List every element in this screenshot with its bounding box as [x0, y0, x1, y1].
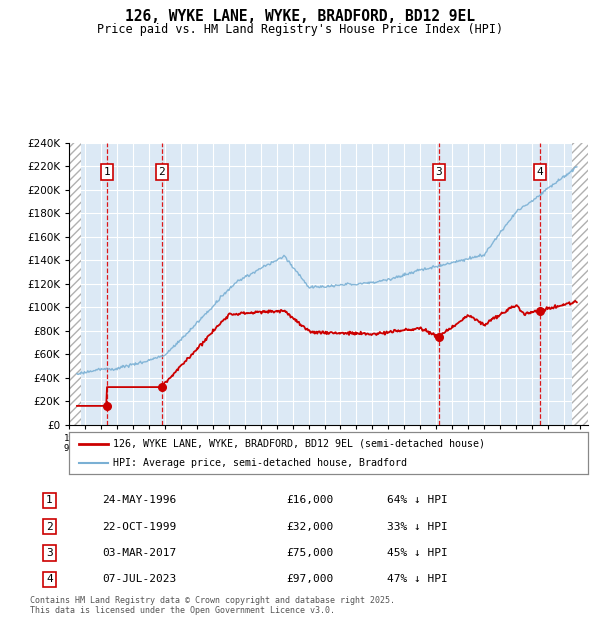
Text: 24-MAY-1996: 24-MAY-1996 — [103, 495, 177, 505]
Text: 3: 3 — [46, 548, 53, 558]
Text: Price paid vs. HM Land Registry's House Price Index (HPI): Price paid vs. HM Land Registry's House … — [97, 23, 503, 36]
Text: This data is licensed under the Open Government Licence v3.0.: This data is licensed under the Open Gov… — [30, 606, 335, 616]
Bar — [572, 143, 588, 425]
Text: 22-OCT-1999: 22-OCT-1999 — [103, 521, 177, 532]
Text: 45% ↓ HPI: 45% ↓ HPI — [387, 548, 448, 558]
Text: HPI: Average price, semi-detached house, Bradford: HPI: Average price, semi-detached house,… — [113, 458, 407, 468]
Text: Contains HM Land Registry data © Crown copyright and database right 2025.: Contains HM Land Registry data © Crown c… — [30, 596, 395, 606]
Text: 2: 2 — [158, 167, 165, 177]
Text: £32,000: £32,000 — [287, 521, 334, 532]
Text: 47% ↓ HPI: 47% ↓ HPI — [387, 575, 448, 585]
Text: 33% ↓ HPI: 33% ↓ HPI — [387, 521, 448, 532]
Text: 1: 1 — [46, 495, 53, 505]
Text: 64% ↓ HPI: 64% ↓ HPI — [387, 495, 448, 505]
Text: 2: 2 — [46, 521, 53, 532]
Text: 4: 4 — [537, 167, 544, 177]
Text: 4: 4 — [46, 575, 53, 585]
Text: £16,000: £16,000 — [287, 495, 334, 505]
Text: 3: 3 — [436, 167, 442, 177]
Bar — [69, 143, 81, 425]
Text: 126, WYKE LANE, WYKE, BRADFORD, BD12 9EL: 126, WYKE LANE, WYKE, BRADFORD, BD12 9EL — [125, 9, 475, 24]
Text: 07-JUL-2023: 07-JUL-2023 — [103, 575, 177, 585]
Text: £97,000: £97,000 — [287, 575, 334, 585]
Text: 03-MAR-2017: 03-MAR-2017 — [103, 548, 177, 558]
Text: 1: 1 — [104, 167, 110, 177]
Text: £75,000: £75,000 — [287, 548, 334, 558]
Text: 126, WYKE LANE, WYKE, BRADFORD, BD12 9EL (semi-detached house): 126, WYKE LANE, WYKE, BRADFORD, BD12 9EL… — [113, 438, 485, 448]
